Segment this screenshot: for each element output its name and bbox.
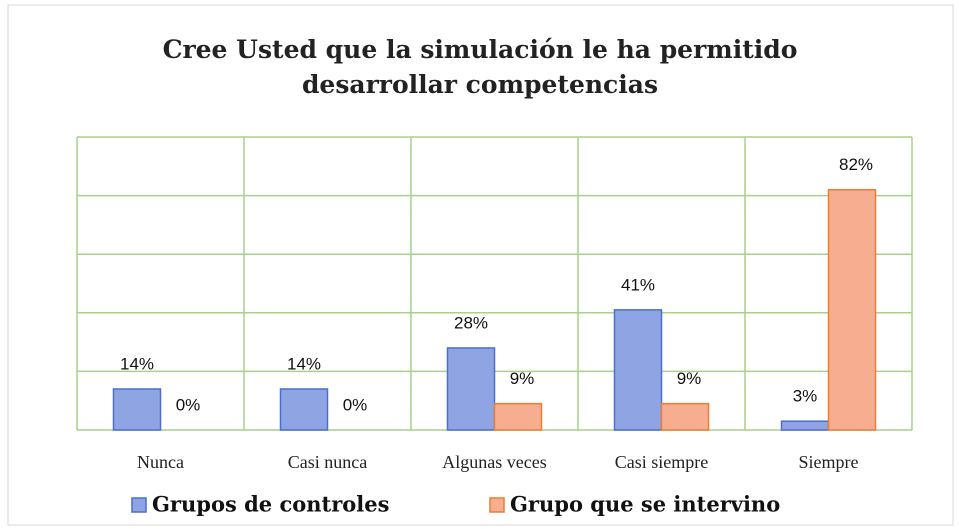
x-tick-label: Siempre [799,452,859,472]
data-label: 9% [510,369,535,388]
bar [279,388,329,431]
data-label: 14% [287,354,321,373]
chart-title: Cree Usted que la simulación le ha permi… [162,35,798,99]
data-label: 41% [621,275,655,294]
data-label: 28% [454,313,488,332]
data-label: 9% [677,369,702,388]
legend-swatch [489,497,505,513]
bar [112,388,162,431]
x-tick-label: Nunca [137,452,184,472]
data-label: 82% [839,155,873,174]
x-tick-label: Algunas veces [442,452,546,472]
data-label: 14% [120,354,154,373]
legend-label: Grupo que se intervino [510,492,780,517]
x-tick-label: Casi siempre [615,452,708,472]
bar [446,347,496,431]
bar [660,402,710,431]
legend-label: Grupos de controles [152,492,389,517]
data-label: 3% [793,387,818,406]
bar [493,402,543,431]
frame [7,4,954,526]
data-label: 0% [343,395,368,414]
legend-swatch [131,497,147,513]
x-tick-label: Casi nunca [288,452,367,472]
data-label: 0% [176,395,201,414]
bar [613,309,663,431]
bar [827,188,877,431]
bar [780,420,830,431]
